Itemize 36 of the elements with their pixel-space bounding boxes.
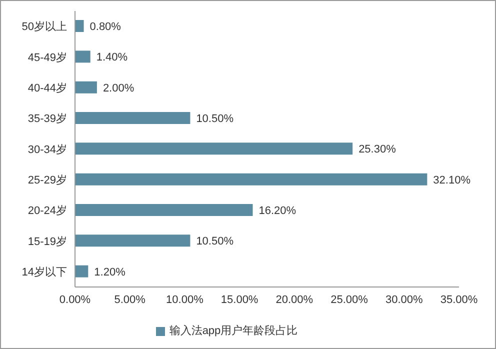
data-label: 0.80% — [90, 21, 122, 33]
x-tick-label: 35.00% — [440, 294, 478, 306]
y-tick-label: 25-29岁 — [28, 174, 67, 187]
data-label: 10.50% — [196, 236, 234, 248]
data-label: 16.20% — [258, 205, 296, 217]
data-label: 2.00% — [102, 82, 134, 94]
y-tick-label: 50岁以上 — [22, 20, 67, 34]
data-label: 1.40% — [96, 52, 128, 64]
data-label: 10.50% — [196, 113, 234, 125]
x-tick-label: 15.00% — [220, 294, 258, 306]
x-tick-label: 20.00% — [276, 294, 314, 306]
bar — [75, 112, 190, 124]
bar — [75, 234, 190, 247]
bar — [75, 81, 97, 94]
legend-label: 输入法app用户年龄段占比 — [169, 325, 298, 337]
y-tick-label: 35-39岁 — [28, 113, 67, 126]
y-tick-label: 14岁以下 — [22, 266, 67, 279]
y-tick-label: 40-44岁 — [28, 82, 67, 95]
y-tick-label: 15-19岁 — [28, 236, 67, 248]
data-label: 1.20% — [94, 266, 126, 278]
bar — [75, 142, 353, 155]
data-label: 25.30% — [358, 144, 396, 156]
bar — [75, 173, 428, 186]
x-tick-label: 10.00% — [166, 294, 204, 306]
x-tick-label: 0.00% — [59, 294, 91, 306]
y-tick-label: 30-34岁 — [28, 144, 67, 156]
data-label: 32.10% — [433, 174, 471, 186]
bar — [75, 50, 90, 63]
y-tick-label: 20-24岁 — [28, 205, 67, 218]
x-tick-label: 25.00% — [330, 294, 368, 306]
bar — [75, 204, 253, 216]
y-tick-label: 45-49岁 — [28, 52, 67, 64]
bar — [75, 20, 84, 32]
x-tick-label: 30.00% — [385, 294, 424, 306]
bar — [75, 265, 88, 278]
x-tick-label: 5.00% — [114, 294, 146, 306]
